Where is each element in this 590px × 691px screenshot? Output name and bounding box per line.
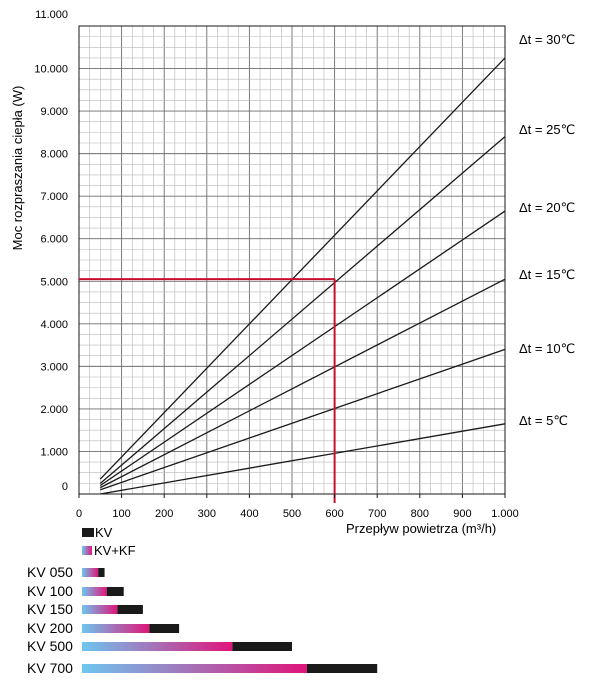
y-tick-label: 2.000 (40, 404, 68, 416)
y-tick-label: 8.000 (40, 149, 68, 161)
series-line (99, 136, 506, 484)
x-tick-label: 900 (453, 508, 471, 520)
curves (99, 57, 506, 495)
model-label: KV 050 (27, 564, 73, 580)
model-label: KV 100 (27, 583, 73, 599)
series-line (100, 348, 506, 491)
reference-lines (79, 278, 336, 503)
series-line (100, 278, 506, 489)
x-tick-label: 200 (155, 508, 173, 520)
tick-labels: 0 1.000 2.000 3.000 4.000 5.000 6.000 7.000 8.00… (34, 9, 518, 520)
model-bar-kvkf (82, 642, 233, 651)
series-label: Δt = 30℃ (519, 32, 575, 47)
x-tick-label: 600 (325, 508, 343, 520)
y-tick-label: 10.000 (34, 64, 68, 76)
legend-swatch-kvkf (82, 546, 92, 555)
series-label: Δt = 10℃ (519, 341, 575, 356)
legend: KV KV+KF (82, 525, 136, 558)
model-range-bars: KV 050 KV 100 KV 150 KV 200 KV 500 KV 700 (27, 564, 378, 676)
y-tick-label: 0 (62, 481, 68, 493)
model-bar-kv (98, 568, 105, 577)
y-tick-label: 6.000 (40, 234, 68, 246)
model-bar-kvkf (82, 605, 118, 614)
y-tick-label: 4.000 (40, 319, 68, 331)
series-line (99, 57, 506, 480)
x-tick-label: 700 (368, 508, 386, 520)
x-tick-label: 300 (198, 508, 216, 520)
y-tick-label: 7.000 (40, 191, 68, 203)
model-bar-kvkf (82, 568, 99, 577)
y-tick-label: 9.000 (40, 106, 68, 118)
delta-t-labels: Δt = 5℃ Δt = 10℃ Δt = 15℃ Δt = 20℃ Δt = 25℃ Δ… (519, 32, 575, 428)
legend-label-kv: KV (95, 525, 113, 540)
y-tick-label: 11.000 (35, 9, 68, 21)
x-tick-label: 800 (411, 508, 429, 520)
legend-label-kvkf: KV+KF (94, 543, 136, 558)
legend-swatch-kv (82, 528, 94, 537)
model-bar-kvkf (82, 664, 307, 673)
model-bar-kv (149, 624, 180, 633)
model-bar-kv (306, 664, 378, 673)
series-label: Δt = 15℃ (519, 267, 575, 282)
model-bar-kv (117, 605, 143, 614)
y-axis-label: Moc rozpraszania ciepła (W) (10, 86, 25, 251)
x-tick-label: 400 (240, 508, 258, 520)
model-label: KV 200 (27, 620, 73, 636)
model-bar-kv (106, 587, 124, 596)
model-label: KV 500 (27, 638, 73, 654)
x-axis-label: Przepływ powietrza (m³/h) (346, 521, 496, 536)
series-label: Δt = 20℃ (519, 200, 575, 215)
model-bar-kvkf (82, 624, 150, 633)
series-line (99, 210, 506, 487)
series-label: Δt = 25℃ (519, 122, 575, 137)
model-bar-kvkf (82, 587, 107, 596)
y-tick-label: 1.000 (40, 446, 68, 458)
x-tick-label: 0 (76, 508, 82, 520)
series-line (100, 423, 506, 495)
model-label: KV 700 (27, 660, 73, 676)
x-tick-label: 100 (112, 508, 130, 520)
model-label: KV 150 (27, 601, 73, 617)
series-label: Δt = 5℃ (519, 413, 568, 428)
x-tick-label: 1.000 (491, 508, 519, 520)
y-tick-label: 5.000 (40, 276, 68, 288)
model-bar-kv (232, 642, 292, 651)
x-tick-label: 500 (283, 508, 301, 520)
y-tick-label: 3.000 (40, 361, 68, 373)
